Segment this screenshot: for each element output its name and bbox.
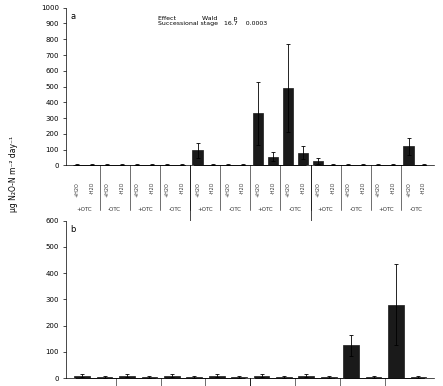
Text: -H2O: -H2O bbox=[240, 182, 245, 195]
Text: μg N₂O-N m⁻² day⁻¹: μg N₂O-N m⁻² day⁻¹ bbox=[9, 136, 18, 212]
Bar bbox=[343, 164, 354, 166]
Bar bbox=[321, 377, 337, 378]
Bar bbox=[147, 164, 158, 166]
Text: -H2O: -H2O bbox=[270, 182, 276, 195]
Bar bbox=[192, 151, 203, 166]
Bar bbox=[366, 377, 381, 378]
Text: -H2O: -H2O bbox=[210, 182, 215, 195]
Bar bbox=[164, 376, 180, 378]
Bar bbox=[358, 164, 369, 166]
Text: +H2O: +H2O bbox=[105, 182, 109, 197]
Text: -OTC: -OTC bbox=[349, 207, 362, 212]
Text: -OTC: -OTC bbox=[410, 207, 423, 212]
Text: +H2O: +H2O bbox=[165, 182, 170, 197]
Text: soil: soil bbox=[396, 225, 406, 230]
Text: -OTC: -OTC bbox=[108, 207, 121, 212]
Bar bbox=[388, 305, 404, 378]
Text: Effect             Wald        p
Successional stage   16.7    0.0003: Effect Wald p Successional stage 16.7 0.… bbox=[159, 15, 268, 26]
Text: BMS: BMS bbox=[243, 245, 258, 251]
Bar bbox=[388, 164, 399, 166]
Text: +OTC: +OTC bbox=[378, 207, 394, 212]
Text: soil: soil bbox=[155, 225, 165, 230]
Bar bbox=[187, 377, 202, 378]
Bar bbox=[97, 377, 113, 378]
Bar bbox=[222, 164, 233, 166]
Bar bbox=[74, 376, 90, 378]
Bar bbox=[313, 161, 323, 166]
Text: b: b bbox=[70, 225, 75, 234]
Text: -H2O: -H2O bbox=[180, 182, 185, 195]
Text: +H2O: +H2O bbox=[255, 182, 260, 197]
Bar bbox=[72, 164, 82, 166]
Text: BSC: BSC bbox=[93, 225, 106, 230]
Text: BES: BES bbox=[123, 245, 136, 251]
Bar bbox=[231, 377, 247, 378]
Text: -H2O: -H2O bbox=[150, 182, 155, 195]
Bar bbox=[253, 113, 263, 166]
Bar bbox=[299, 376, 314, 378]
Bar bbox=[87, 164, 97, 166]
Text: -OTC: -OTC bbox=[168, 207, 182, 212]
Bar bbox=[373, 164, 384, 166]
Text: a: a bbox=[70, 12, 75, 22]
Text: -H2O: -H2O bbox=[421, 182, 426, 195]
Bar bbox=[142, 377, 157, 378]
Bar bbox=[411, 377, 426, 378]
Text: +OTC: +OTC bbox=[137, 207, 153, 212]
Text: -H2O: -H2O bbox=[120, 182, 125, 195]
Text: +H2O: +H2O bbox=[74, 182, 79, 197]
Text: BSC: BSC bbox=[214, 225, 226, 230]
Bar bbox=[237, 164, 248, 166]
Bar bbox=[102, 164, 113, 166]
Text: +H2O: +H2O bbox=[225, 182, 230, 197]
Text: +H2O: +H2O bbox=[135, 182, 140, 197]
Bar bbox=[119, 376, 135, 378]
Bar bbox=[418, 164, 429, 166]
Bar bbox=[117, 164, 128, 166]
Bar bbox=[268, 157, 278, 166]
Text: -H2O: -H2O bbox=[361, 182, 366, 195]
Text: -OTC: -OTC bbox=[289, 207, 302, 212]
Text: BLS: BLS bbox=[364, 245, 377, 251]
Text: +H2O: +H2O bbox=[346, 182, 351, 197]
Text: +H2O: +H2O bbox=[195, 182, 200, 197]
Text: +H2O: +H2O bbox=[315, 182, 321, 197]
Bar bbox=[283, 88, 293, 166]
Bar bbox=[162, 164, 173, 166]
Bar bbox=[209, 376, 225, 378]
Text: -H2O: -H2O bbox=[300, 182, 306, 195]
Bar bbox=[328, 164, 338, 166]
Bar bbox=[132, 164, 143, 166]
Text: soil: soil bbox=[275, 225, 286, 230]
Text: +OTC: +OTC bbox=[77, 207, 92, 212]
Text: +OTC: +OTC bbox=[257, 207, 273, 212]
Text: +OTC: +OTC bbox=[318, 207, 334, 212]
Bar bbox=[276, 377, 292, 378]
Bar bbox=[298, 153, 308, 166]
Text: +H2O: +H2O bbox=[406, 182, 411, 197]
Text: -H2O: -H2O bbox=[391, 182, 396, 195]
Text: +H2O: +H2O bbox=[376, 182, 381, 197]
Bar bbox=[254, 376, 269, 378]
Text: +H2O: +H2O bbox=[285, 182, 291, 197]
Bar bbox=[207, 164, 218, 166]
Bar bbox=[343, 345, 359, 378]
Text: BSC: BSC bbox=[334, 225, 347, 230]
Text: -OTC: -OTC bbox=[229, 207, 242, 212]
Bar bbox=[177, 164, 188, 166]
Text: -H2O: -H2O bbox=[89, 182, 94, 195]
Bar bbox=[403, 146, 414, 166]
Text: -H2O: -H2O bbox=[330, 182, 336, 195]
Text: +OTC: +OTC bbox=[197, 207, 213, 212]
